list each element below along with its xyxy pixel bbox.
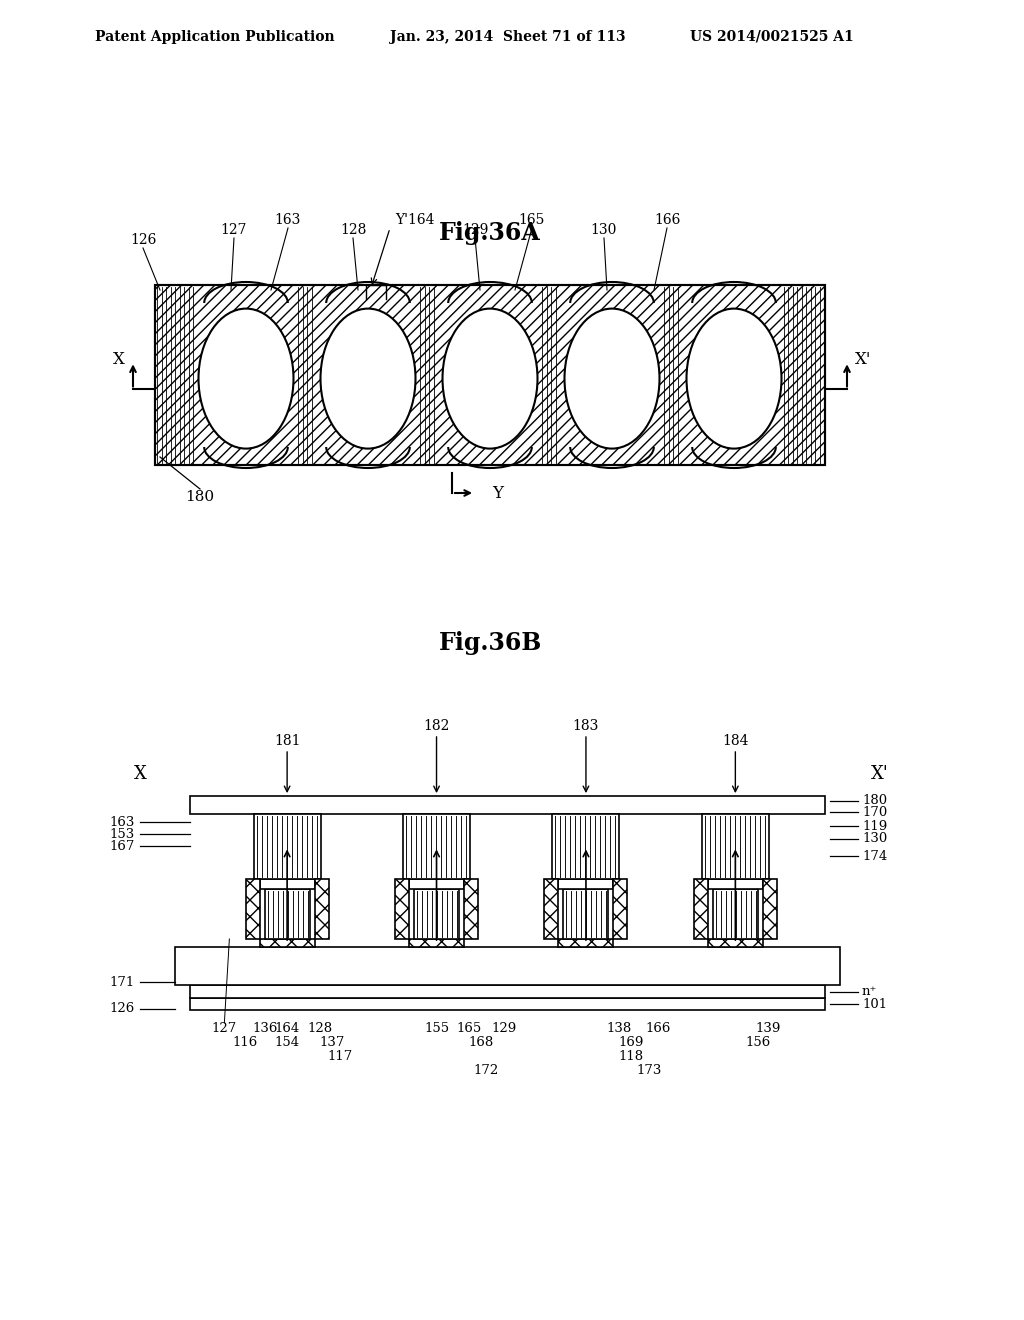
Text: 101: 101: [862, 998, 887, 1011]
Text: 173: 173: [636, 1064, 662, 1077]
Text: 181: 181: [273, 734, 300, 748]
Text: 174: 174: [862, 850, 887, 862]
Bar: [175, 946, 840, 985]
Ellipse shape: [564, 309, 659, 449]
Text: 154: 154: [274, 1035, 300, 1048]
Bar: [395, 879, 409, 939]
Text: X: X: [113, 351, 125, 368]
Text: 165: 165: [457, 1022, 482, 1035]
Bar: [563, 888, 608, 939]
Text: 170: 170: [862, 805, 887, 818]
Bar: [552, 814, 620, 879]
Bar: [403, 814, 470, 879]
Ellipse shape: [199, 309, 294, 449]
Bar: [260, 879, 314, 888]
Text: n⁺: n⁺: [862, 985, 878, 998]
Text: 163: 163: [110, 816, 135, 829]
Text: 183: 183: [572, 719, 599, 733]
Text: 126: 126: [130, 234, 157, 247]
Bar: [190, 985, 825, 998]
Text: 118: 118: [618, 1049, 643, 1063]
Text: 168: 168: [469, 1035, 494, 1048]
Text: 164: 164: [274, 1022, 300, 1035]
Text: 128: 128: [340, 223, 367, 238]
Text: X': X': [855, 351, 871, 368]
Text: 127: 127: [212, 1022, 237, 1035]
Bar: [713, 888, 758, 939]
Text: 171: 171: [110, 975, 135, 989]
Text: 163: 163: [274, 213, 301, 227]
Bar: [264, 888, 309, 939]
Bar: [155, 285, 825, 465]
Text: 180: 180: [185, 490, 214, 504]
Text: 136: 136: [252, 1022, 278, 1035]
Text: 172: 172: [474, 1064, 499, 1077]
Text: 138: 138: [606, 1022, 632, 1035]
Bar: [190, 998, 825, 1010]
Text: 165: 165: [519, 213, 545, 227]
Bar: [409, 939, 464, 946]
Text: Y: Y: [492, 484, 503, 502]
Text: 167: 167: [110, 840, 135, 853]
Text: 127: 127: [221, 223, 247, 238]
Bar: [409, 879, 464, 888]
Bar: [155, 285, 825, 465]
Bar: [694, 879, 708, 939]
Ellipse shape: [442, 309, 538, 449]
Text: 182: 182: [423, 719, 450, 733]
Text: 129: 129: [492, 1022, 516, 1035]
Text: Fig.36A: Fig.36A: [439, 220, 541, 246]
Text: 184: 184: [722, 734, 749, 748]
Bar: [558, 879, 613, 888]
Bar: [254, 814, 321, 879]
Bar: [708, 879, 763, 888]
Bar: [613, 879, 628, 939]
Text: 153: 153: [110, 828, 135, 841]
Ellipse shape: [321, 309, 416, 449]
Bar: [414, 888, 459, 939]
Text: 137: 137: [319, 1035, 345, 1048]
Text: X: X: [133, 766, 146, 783]
Bar: [708, 939, 763, 946]
Text: 130: 130: [862, 833, 887, 846]
Text: 166: 166: [645, 1022, 671, 1035]
Bar: [246, 879, 260, 939]
Text: 116: 116: [232, 1035, 258, 1048]
Text: 126: 126: [110, 1002, 135, 1015]
Text: Jan. 23, 2014  Sheet 71 of 113: Jan. 23, 2014 Sheet 71 of 113: [390, 30, 626, 44]
Text: 169: 169: [618, 1035, 643, 1048]
Text: Patent Application Publication: Patent Application Publication: [95, 30, 335, 44]
Text: 180: 180: [862, 795, 887, 808]
Bar: [763, 879, 777, 939]
Bar: [314, 879, 329, 939]
Bar: [464, 879, 478, 939]
Bar: [558, 939, 613, 946]
Text: Y'164: Y'164: [395, 213, 434, 227]
Text: 139: 139: [756, 1022, 781, 1035]
Text: 128: 128: [307, 1022, 333, 1035]
Text: X': X': [871, 766, 889, 783]
Text: Fig.36B: Fig.36B: [438, 631, 542, 655]
Text: 156: 156: [745, 1035, 770, 1048]
Text: 129: 129: [462, 223, 488, 238]
Text: 130: 130: [591, 223, 617, 238]
Bar: [545, 879, 558, 939]
Bar: [260, 939, 314, 946]
Text: 119: 119: [862, 820, 887, 833]
Text: 166: 166: [653, 213, 680, 227]
Text: 155: 155: [424, 1022, 450, 1035]
Bar: [190, 796, 825, 814]
Text: 117: 117: [328, 1049, 352, 1063]
Text: US 2014/0021525 A1: US 2014/0021525 A1: [690, 30, 854, 44]
Bar: [701, 814, 769, 879]
Ellipse shape: [686, 309, 781, 449]
